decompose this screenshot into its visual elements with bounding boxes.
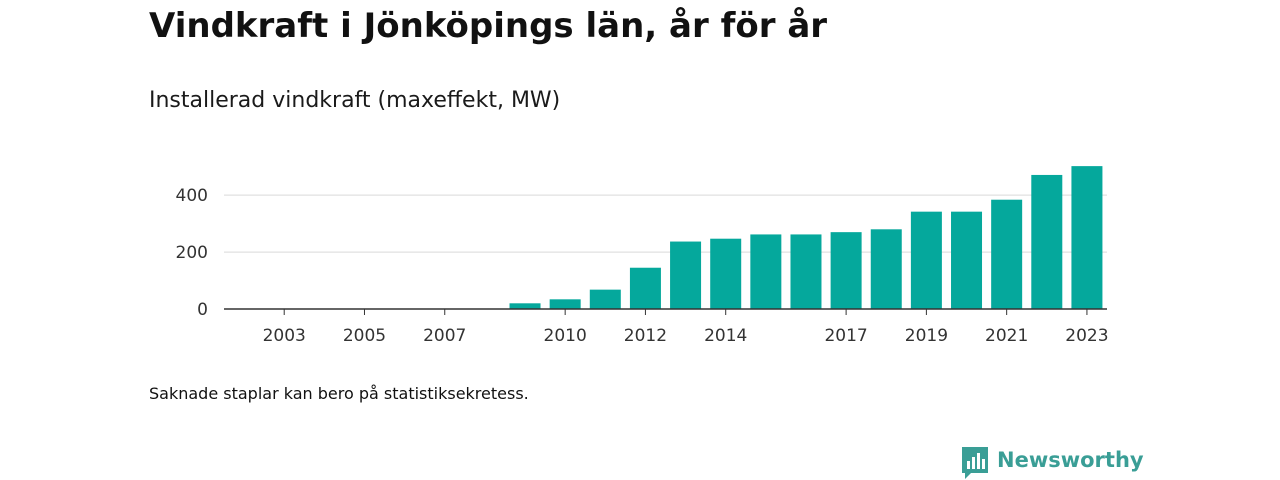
bar — [1071, 166, 1103, 309]
bar — [830, 232, 862, 309]
bar-chart: 0 200 400 2003 2005 2007 2010 2012 2014 2017 2019 2… — [176, 166, 1109, 346]
x-tick-label: 2014 — [704, 326, 747, 346]
bar — [870, 229, 902, 309]
bar — [629, 267, 661, 309]
x-tick-label: 2005 — [343, 326, 386, 346]
x-tick-label: 2017 — [824, 326, 867, 346]
x-tick-label: 2003 — [263, 326, 306, 346]
bar — [951, 211, 983, 309]
chart-title: Vindkraft i Jönköpings län, år för år — [149, 6, 828, 46]
bar — [710, 238, 742, 309]
axes: 0 200 400 2003 2005 2007 2010 2012 2014 2017 2019 2… — [176, 186, 1109, 346]
x-tick-label: 2021 — [985, 326, 1028, 346]
bar-chart-speech-bubble-icon — [962, 447, 988, 479]
x-tick-label: 2010 — [544, 326, 587, 346]
bar — [910, 211, 942, 309]
y-tick-label: 200 — [176, 243, 208, 263]
bar — [670, 241, 702, 309]
chart-subtitle: Installerad vindkraft (maxeffekt, MW) — [149, 88, 561, 113]
footnote: Saknade staplar kan bero på statistiksek… — [149, 384, 529, 403]
brand-name: Newsworthy — [997, 448, 1144, 472]
x-tick-label: 2023 — [1065, 326, 1108, 346]
bars — [509, 166, 1103, 309]
x-tick-label: 2012 — [624, 326, 667, 346]
y-tick-label: 400 — [176, 186, 208, 206]
bar — [790, 234, 822, 309]
bar — [589, 289, 621, 309]
x-tick-label: 2019 — [905, 326, 948, 346]
bar — [1031, 174, 1063, 309]
brand-logo: Newsworthy — [961, 446, 1144, 480]
y-tick-label: 0 — [197, 300, 208, 320]
bar — [750, 234, 782, 309]
bar — [991, 199, 1023, 309]
bar — [509, 303, 541, 309]
bar — [549, 299, 581, 309]
x-tick-label: 2007 — [423, 326, 466, 346]
